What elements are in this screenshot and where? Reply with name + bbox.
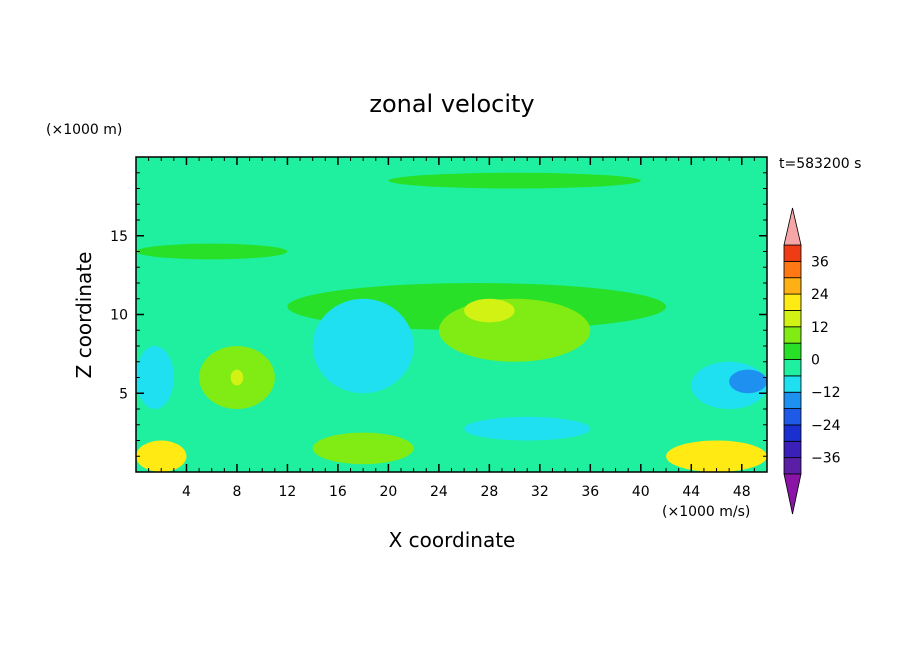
x-tick-label: 20 bbox=[379, 484, 397, 500]
contour-region bbox=[438, 298, 591, 362]
colorbar-swatch bbox=[783, 424, 802, 442]
colorbar-swatch bbox=[783, 408, 802, 426]
colorbar-tick-label: −12 bbox=[811, 385, 841, 401]
chart-title: zonal velocity bbox=[369, 90, 534, 118]
contour-region bbox=[136, 440, 187, 472]
colorbar-swatch bbox=[783, 277, 802, 295]
colorbar-under-arrow bbox=[783, 473, 802, 515]
x-tick-label: 24 bbox=[430, 484, 448, 500]
contour-region bbox=[136, 243, 288, 260]
colorbar-over-arrow bbox=[783, 207, 802, 246]
x-tick-label: 40 bbox=[632, 484, 650, 500]
y-tick-label: 10 bbox=[110, 308, 128, 324]
x-tick-label: 28 bbox=[480, 484, 498, 500]
colorbar-swatch bbox=[783, 359, 802, 377]
colorbar-tick-label: 12 bbox=[811, 320, 829, 336]
time-label: t=583200 s bbox=[779, 156, 861, 172]
x-unit-label: (×1000 m/s) bbox=[662, 504, 750, 520]
colorbar-swatch bbox=[783, 457, 802, 475]
contour-region bbox=[729, 369, 767, 394]
colorbar-tick-label: 0 bbox=[811, 353, 820, 369]
contour-region bbox=[312, 298, 414, 394]
x-tick-label: 4 bbox=[182, 484, 191, 500]
colorbar-swatch bbox=[783, 244, 802, 262]
contour-region bbox=[464, 416, 591, 441]
colorbar-swatch bbox=[783, 440, 802, 459]
colorbar-swatch bbox=[783, 375, 802, 393]
contour-region bbox=[388, 172, 641, 189]
x-tick-label: 44 bbox=[682, 484, 700, 500]
x-tick-label: 16 bbox=[329, 484, 347, 500]
colorbar: 36 24 12 0 −12 −24 −36 bbox=[783, 207, 841, 515]
colorbar-tick-label: −24 bbox=[811, 418, 841, 434]
colorbar-tick-label: 36 bbox=[811, 254, 829, 270]
colorbar-swatch bbox=[783, 293, 802, 311]
colorbar-swatch bbox=[783, 260, 802, 279]
colorbar-swatch bbox=[783, 326, 802, 344]
y-tick-label: 15 bbox=[110, 229, 128, 245]
x-tick-label: 32 bbox=[531, 484, 549, 500]
colorbar-swatch bbox=[783, 342, 802, 360]
x-tick-label: 12 bbox=[279, 484, 297, 500]
x-tick-label: 48 bbox=[733, 484, 751, 500]
x-axis-ticks: 4 8 12 16 20 24 28 32 36 40 44 48 bbox=[148, 157, 755, 500]
y-tick-label: 5 bbox=[119, 386, 128, 402]
contour-region bbox=[136, 346, 174, 409]
y-unit-label: (×1000 m) bbox=[46, 122, 122, 138]
colorbar-tick-label: 24 bbox=[811, 287, 829, 303]
contour-region bbox=[464, 298, 515, 323]
colorbar-swatch bbox=[783, 310, 802, 328]
contour-region bbox=[230, 369, 244, 386]
colorbar-swatch bbox=[783, 391, 802, 409]
colorbar-tick-label: −36 bbox=[811, 451, 841, 467]
y-axis-label: Z coordinate bbox=[72, 252, 96, 379]
x-axis-label: X coordinate bbox=[389, 528, 516, 552]
contour-field bbox=[136, 157, 767, 472]
contour-region bbox=[666, 440, 767, 472]
x-tick-label: 36 bbox=[581, 484, 599, 500]
y-axis-ticks: 5 10 15 bbox=[110, 172, 767, 457]
x-tick-label: 8 bbox=[232, 484, 241, 500]
contour-region bbox=[312, 432, 414, 465]
